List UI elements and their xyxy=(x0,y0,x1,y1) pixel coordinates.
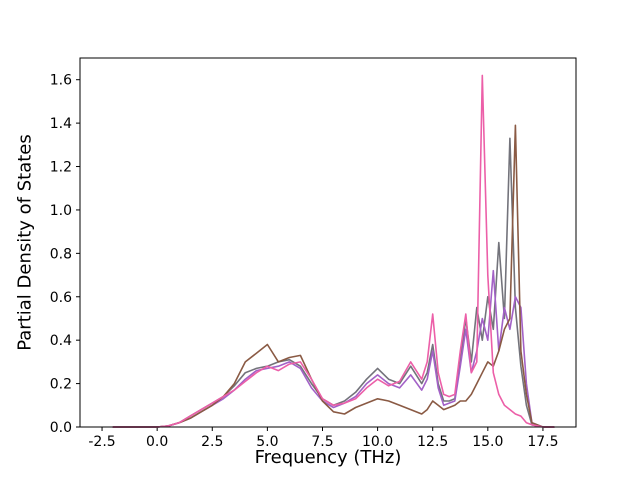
y-tick-label: 0.2 xyxy=(50,377,72,393)
x-tick-label: 5.0 xyxy=(256,434,278,450)
y-tick-label: 0.6 xyxy=(50,290,72,306)
y-tick-label: 1.6 xyxy=(50,73,72,89)
y-tick-label: 1.0 xyxy=(50,203,72,219)
x-tick-label: 0.0 xyxy=(146,434,168,450)
y-tick-label: 0.0 xyxy=(50,420,72,436)
y-tick-label: 0.8 xyxy=(50,246,72,262)
x-tick-label: 2.5 xyxy=(201,434,223,450)
x-tick-label: 12.5 xyxy=(417,434,448,450)
axes-frame xyxy=(79,57,577,428)
y-tick-label: 1.4 xyxy=(50,116,72,132)
x-tick-label: -2.5 xyxy=(88,434,115,450)
y-axis-label: Partial Density of States xyxy=(14,134,36,351)
series-line-pdos-pink xyxy=(112,74,555,428)
y-tick-label: 0.4 xyxy=(50,333,72,349)
x-tick-label: 15.0 xyxy=(472,434,503,450)
series-line-pdos-purple xyxy=(112,269,555,428)
series-line-pdos-brown xyxy=(112,124,555,428)
y-tick-label: 1.2 xyxy=(50,160,72,176)
x-tick-label: 17.5 xyxy=(527,434,558,450)
x-axis-label: Frequency (THz) xyxy=(254,447,402,468)
x-tick-label: 7.5 xyxy=(311,434,333,450)
x-tick-label: 10.0 xyxy=(362,434,393,450)
